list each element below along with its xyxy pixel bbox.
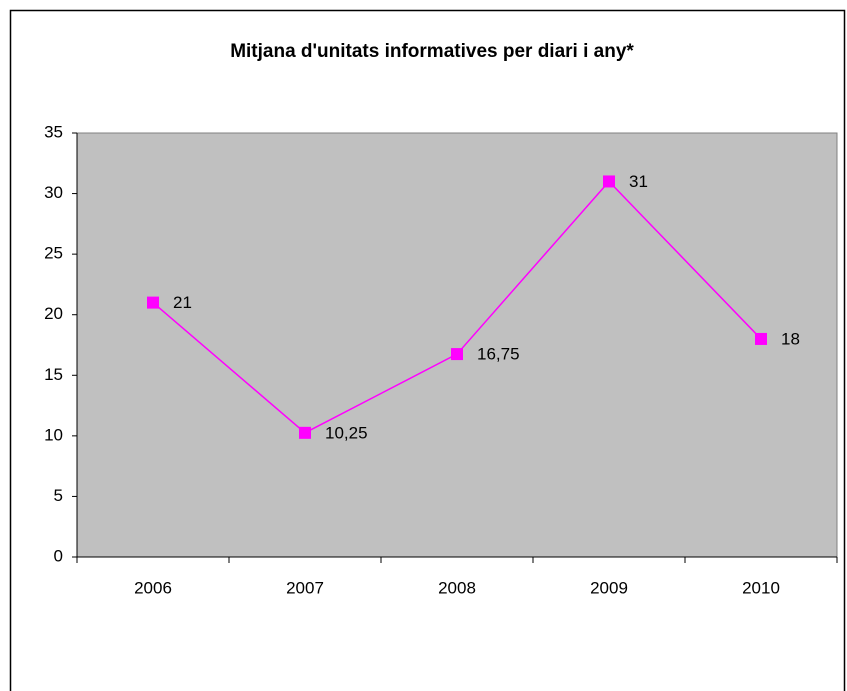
y-tick-label: 0	[54, 546, 63, 565]
marker	[603, 175, 615, 188]
data-label: 21	[173, 293, 192, 312]
y-tick-label: 15	[44, 365, 63, 384]
marker	[755, 332, 767, 345]
data-label: 18	[781, 329, 800, 348]
y-tick-label: 25	[44, 244, 63, 263]
marker	[299, 426, 311, 439]
x-tick-label: 2010	[742, 578, 780, 597]
x-tick-label: 2007	[286, 578, 324, 597]
x-tick-label: 2009	[590, 578, 628, 597]
y-tick-label: 30	[44, 183, 63, 202]
x-tick-label: 2008	[438, 578, 476, 597]
data-label: 10,25	[325, 423, 368, 442]
data-label: 16,75	[477, 345, 520, 364]
plot-area	[76, 132, 838, 558]
x-tick-label: 2006	[134, 578, 172, 597]
data-label: 31	[629, 172, 648, 191]
y-tick-label: 20	[44, 304, 63, 323]
marker	[147, 296, 159, 309]
marker	[451, 348, 463, 361]
y-tick-label: 5	[54, 486, 63, 505]
chart-title: Mitjana d'unitats informatives per diari…	[230, 41, 634, 62]
y-tick-label: 10	[44, 425, 63, 444]
y-tick-label: 35	[44, 122, 63, 141]
